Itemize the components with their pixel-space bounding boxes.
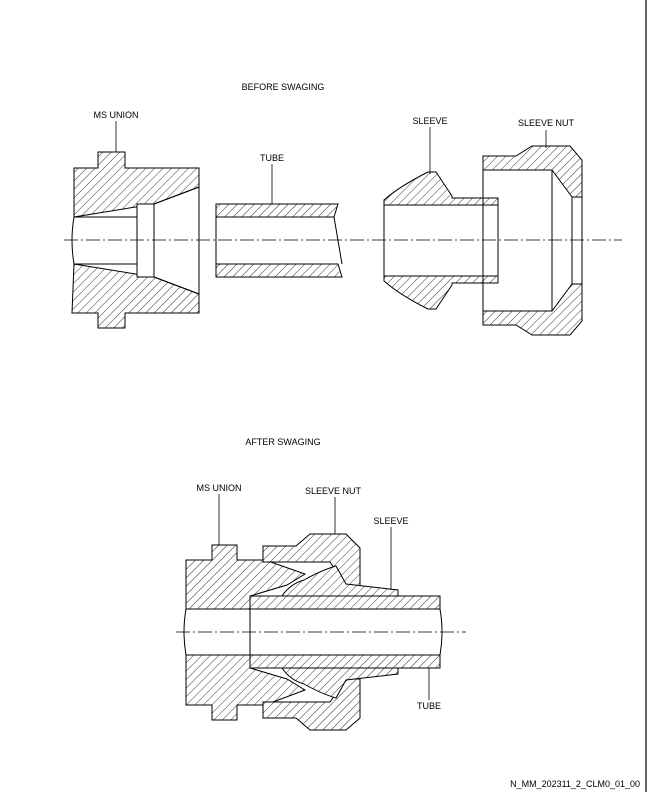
sleeve-before bbox=[383, 171, 499, 310]
ms-union-after bbox=[183, 544, 307, 721]
after-heading: AFTER SWAGING bbox=[245, 437, 320, 447]
ms-union-before bbox=[71, 151, 200, 329]
label-sleeve-after: SLEEVE bbox=[373, 516, 408, 526]
figure-id: N_MM_202311_2_CLM0_01_00 bbox=[510, 779, 640, 789]
label-sleeve-before: SLEEVE bbox=[412, 116, 447, 126]
label-tube-before: TUBE bbox=[260, 153, 284, 163]
label-sleeve-nut-after: SLEEVE NUT bbox=[305, 486, 362, 496]
label-ms-union-after: MS UNION bbox=[197, 483, 242, 493]
sleeve-after bbox=[281, 565, 399, 699]
label-sleeve-nut-before: SLEEVE NUT bbox=[518, 118, 575, 128]
label-ms-union-before: MS UNION bbox=[94, 110, 139, 120]
sleeve-nut-after bbox=[262, 533, 361, 731]
tube-after bbox=[249, 595, 443, 669]
sleeve-nut-before bbox=[482, 145, 583, 336]
tube-before bbox=[215, 203, 343, 278]
label-tube-after: TUBE bbox=[417, 701, 441, 711]
before-heading: BEFORE SWAGING bbox=[242, 82, 325, 92]
